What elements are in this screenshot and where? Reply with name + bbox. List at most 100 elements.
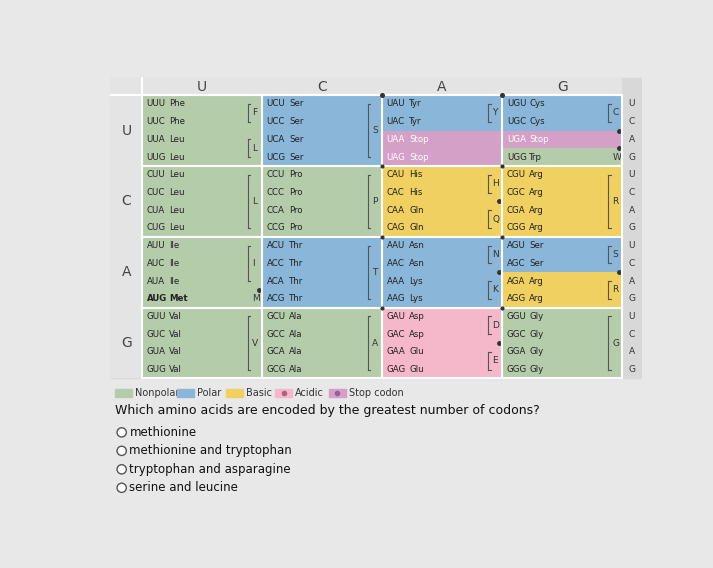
Bar bbox=[329, 389, 346, 397]
Circle shape bbox=[117, 465, 126, 474]
Text: L: L bbox=[252, 144, 257, 153]
Circle shape bbox=[117, 428, 126, 437]
Text: GGA: GGA bbox=[507, 348, 526, 356]
Text: A: A bbox=[629, 277, 635, 286]
Bar bbox=[382, 131, 502, 166]
Text: Thr: Thr bbox=[289, 277, 303, 286]
Text: CAU: CAU bbox=[386, 170, 405, 179]
Text: UUU: UUU bbox=[146, 99, 165, 108]
Text: Basic: Basic bbox=[246, 388, 272, 398]
Text: R: R bbox=[612, 285, 618, 294]
Text: U: U bbox=[121, 123, 131, 137]
Text: CCC: CCC bbox=[267, 188, 284, 197]
Text: A: A bbox=[629, 135, 635, 144]
Text: CAG: CAG bbox=[386, 223, 405, 232]
Bar bbox=[382, 95, 502, 131]
Text: F: F bbox=[252, 108, 257, 118]
Text: Lys: Lys bbox=[409, 277, 423, 286]
Text: UUG: UUG bbox=[146, 153, 166, 161]
Text: Glu: Glu bbox=[409, 365, 424, 374]
Text: Arg: Arg bbox=[529, 206, 544, 215]
Text: Leu: Leu bbox=[169, 135, 185, 144]
Text: GAG: GAG bbox=[386, 365, 406, 374]
Text: A: A bbox=[372, 339, 378, 348]
Text: GAA: GAA bbox=[386, 348, 406, 356]
Text: AUC: AUC bbox=[146, 259, 165, 268]
Text: CGG: CGG bbox=[507, 223, 526, 232]
Text: AAG: AAG bbox=[386, 294, 406, 303]
Bar bbox=[142, 308, 262, 378]
Text: C: C bbox=[629, 329, 635, 339]
Text: GUA: GUA bbox=[146, 348, 165, 356]
Text: AGC: AGC bbox=[507, 259, 525, 268]
Text: Ser: Ser bbox=[529, 259, 544, 268]
Text: L: L bbox=[252, 197, 257, 206]
Text: A: A bbox=[122, 265, 131, 279]
Text: Ile: Ile bbox=[169, 277, 179, 286]
Text: CUG: CUG bbox=[146, 223, 165, 232]
Text: CGA: CGA bbox=[507, 206, 525, 215]
Text: Tyr: Tyr bbox=[409, 117, 421, 126]
Bar bbox=[502, 272, 622, 308]
Bar bbox=[502, 237, 622, 272]
Text: UGC: UGC bbox=[507, 117, 526, 126]
Text: UAU: UAU bbox=[386, 99, 406, 108]
Text: C: C bbox=[629, 188, 635, 197]
Bar bbox=[262, 78, 382, 95]
Text: Nonpolar: Nonpolar bbox=[135, 388, 179, 398]
Text: UAG: UAG bbox=[386, 153, 406, 161]
Text: Pro: Pro bbox=[289, 223, 302, 232]
Text: Leu: Leu bbox=[169, 223, 185, 232]
Text: AAU: AAU bbox=[386, 241, 405, 250]
Text: AGA: AGA bbox=[507, 277, 525, 286]
Text: Gln: Gln bbox=[409, 206, 424, 215]
Text: GGU: GGU bbox=[507, 312, 527, 321]
Text: Stop: Stop bbox=[529, 135, 549, 144]
Text: AGU: AGU bbox=[507, 241, 525, 250]
Text: UAA: UAA bbox=[386, 135, 405, 144]
Text: G: G bbox=[121, 336, 132, 350]
Bar bbox=[262, 237, 382, 308]
Text: Tyr: Tyr bbox=[409, 99, 421, 108]
Text: CGC: CGC bbox=[507, 188, 525, 197]
Text: Thr: Thr bbox=[289, 259, 303, 268]
Text: G: G bbox=[612, 339, 620, 348]
Text: K: K bbox=[492, 285, 498, 294]
Text: C: C bbox=[121, 194, 131, 208]
Text: U: U bbox=[629, 312, 635, 321]
Bar bbox=[226, 389, 243, 397]
Text: G: G bbox=[629, 153, 635, 161]
Bar bbox=[115, 389, 132, 397]
Text: CUC: CUC bbox=[146, 188, 165, 197]
Bar bbox=[275, 389, 292, 397]
Text: GUU: GUU bbox=[146, 312, 166, 321]
Bar bbox=[142, 237, 262, 308]
Bar bbox=[382, 166, 502, 237]
Text: A: A bbox=[629, 348, 635, 356]
Bar bbox=[111, 166, 142, 237]
Bar bbox=[142, 78, 262, 95]
Text: Ser: Ser bbox=[289, 99, 304, 108]
Text: R: R bbox=[612, 197, 618, 206]
Text: W: W bbox=[612, 153, 621, 161]
Text: S: S bbox=[372, 126, 378, 135]
Text: Phe: Phe bbox=[169, 117, 185, 126]
Text: AGG: AGG bbox=[507, 294, 526, 303]
Text: UCU: UCU bbox=[267, 99, 285, 108]
Text: C: C bbox=[612, 108, 618, 118]
Text: Ile: Ile bbox=[169, 259, 179, 268]
Text: Arg: Arg bbox=[529, 223, 544, 232]
Bar bbox=[502, 148, 622, 166]
Text: ACC: ACC bbox=[267, 259, 284, 268]
Text: Phe: Phe bbox=[169, 99, 185, 108]
Text: Val: Val bbox=[169, 365, 182, 374]
Text: E: E bbox=[492, 356, 498, 365]
Text: A: A bbox=[629, 206, 635, 215]
Text: His: His bbox=[409, 170, 423, 179]
Bar bbox=[502, 308, 622, 378]
Text: Arg: Arg bbox=[529, 188, 544, 197]
Text: ACG: ACG bbox=[267, 294, 285, 303]
Text: Asn: Asn bbox=[409, 259, 425, 268]
Text: GCA: GCA bbox=[267, 348, 285, 356]
Text: Asp: Asp bbox=[409, 329, 425, 339]
